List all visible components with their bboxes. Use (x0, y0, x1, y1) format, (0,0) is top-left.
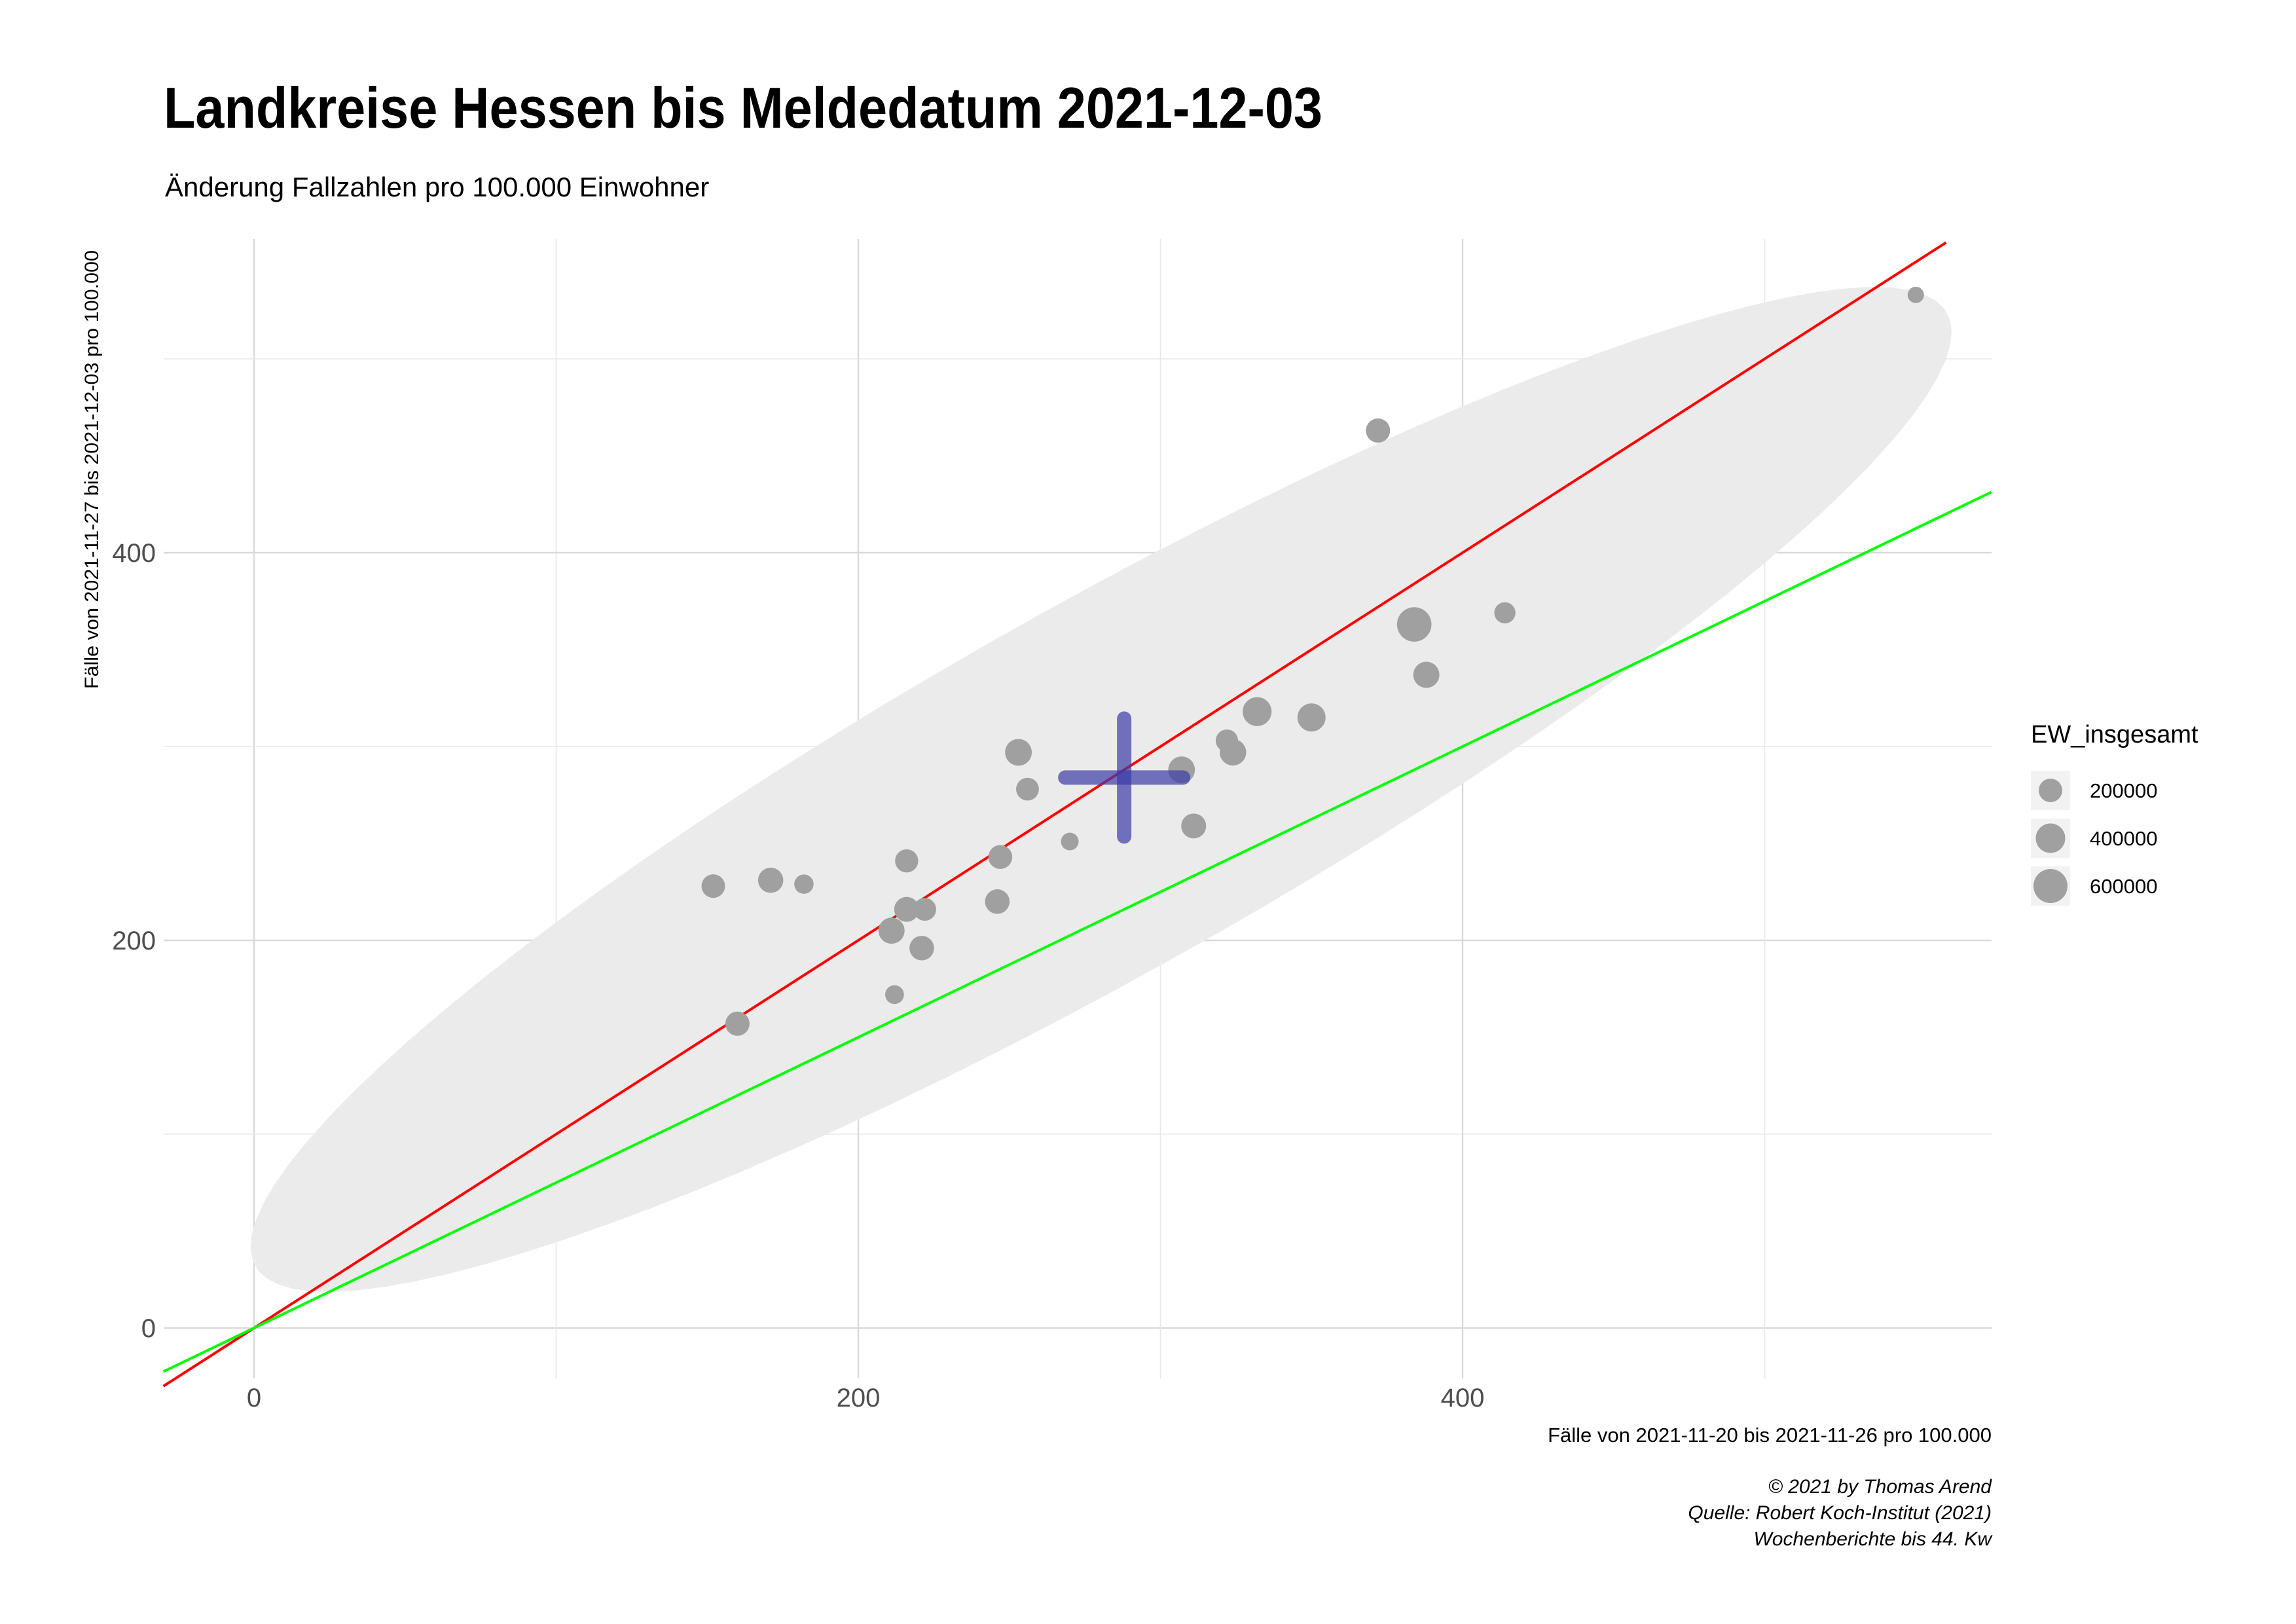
data-point (1494, 602, 1516, 623)
data-points (701, 286, 1924, 1036)
x-axis-label: Fälle von 2021-11-20 bis 2021-11-26 pro … (1548, 1424, 1992, 1447)
data-point (1907, 286, 1924, 303)
reference-line-2 (162, 490, 1992, 1373)
x-tick-label: 400 (1441, 1384, 1485, 1412)
confidence-ellipse-layer (250, 287, 1952, 1292)
legend-title: EW_insgesamt (2031, 721, 2198, 748)
data-point (1396, 607, 1432, 642)
y-tick-label: 200 (112, 927, 156, 955)
data-point (878, 917, 905, 944)
data-point (1005, 739, 1032, 766)
data-point (1243, 697, 1272, 726)
data-point (1181, 813, 1207, 839)
caption-line-3: Wochenberichte bis 44. Kw (1753, 1528, 1993, 1550)
legend-key (2035, 823, 2066, 853)
chart-subtitle: Änderung Fallzahlen pro 100.000 Einwohne… (165, 172, 709, 202)
legend-label: 600000 (2090, 875, 2157, 898)
data-point (757, 867, 784, 893)
legend-key (2033, 869, 2068, 903)
reference-lines (162, 241, 1992, 1388)
mean-marker (1058, 711, 1191, 844)
data-point (725, 1011, 750, 1036)
tick-labels: 0 200 400 0 200 400 (112, 539, 1484, 1412)
legend-label: 400000 (2090, 827, 2157, 850)
chart-title: Landkreise Hessen bis Meldedatum 2021-12… (164, 75, 1322, 140)
legend-key (2039, 779, 2062, 802)
y-tick-label: 0 (141, 1314, 156, 1343)
data-point (895, 849, 919, 873)
x-tick-label: 0 (247, 1384, 261, 1412)
data-point (1220, 739, 1247, 766)
x-tick-label: 200 (837, 1384, 881, 1412)
legend: 200000 400000 600000 (2031, 771, 2157, 906)
caption-line-2: Quelle: Robert Koch-Institut (2021) (1688, 1502, 1992, 1524)
data-point (885, 985, 904, 1005)
y-tick-label: 400 (112, 539, 156, 568)
caption-line-1: © 2021 by Thomas Arend (1768, 1476, 1992, 1498)
data-point (985, 889, 1010, 914)
data-point (1366, 418, 1391, 443)
data-point (1413, 661, 1440, 688)
confidence-ellipse (250, 287, 1952, 1292)
data-point (913, 898, 936, 921)
data-point (988, 845, 1013, 869)
y-axis-label: Fälle von 2021-11-27 bis 2021-12-03 pro … (81, 250, 103, 689)
data-point (1297, 703, 1326, 732)
data-point (1016, 777, 1039, 801)
data-point (894, 896, 919, 922)
reference-line-1 (162, 241, 1947, 1388)
data-point (794, 874, 814, 894)
data-point (1061, 832, 1079, 851)
legend-label: 200000 (2090, 779, 2157, 802)
data-point (909, 936, 934, 961)
data-point (701, 874, 725, 898)
